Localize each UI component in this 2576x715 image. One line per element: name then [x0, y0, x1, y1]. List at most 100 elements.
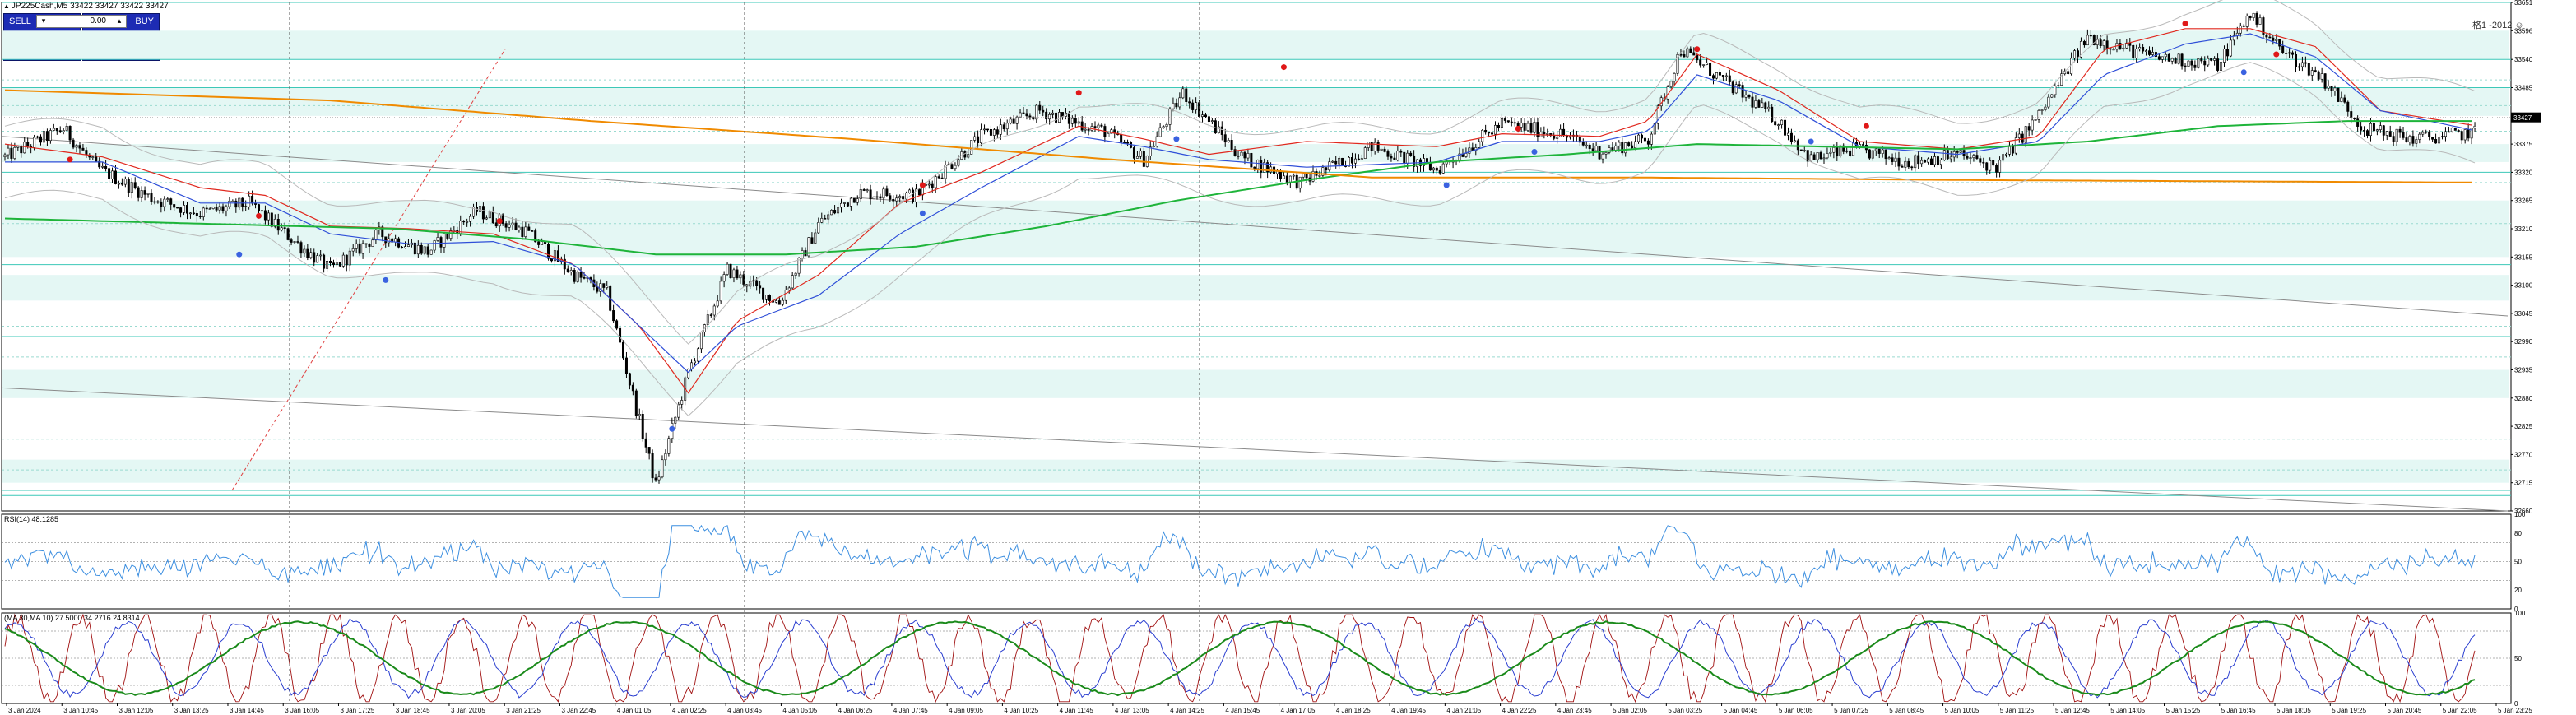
candle	[2082, 39, 2086, 48]
candle-body	[192, 212, 195, 215]
candle	[1348, 156, 1351, 167]
candle	[401, 245, 404, 249]
candle	[1246, 148, 1250, 162]
collapse-triangle-icon[interactable]: ▲	[3, 2, 10, 10]
candle	[1032, 116, 1035, 121]
candle-body	[1786, 132, 1789, 136]
zone-band	[2, 459, 2509, 483]
candle	[163, 196, 166, 212]
candle	[192, 207, 195, 216]
candle-body	[462, 221, 466, 223]
candle	[2262, 15, 2265, 39]
candle	[768, 294, 771, 306]
sell-signal-dot	[919, 182, 926, 188]
candle-body	[3, 154, 7, 158]
candle-body	[374, 230, 378, 241]
candle	[2457, 129, 2460, 133]
candle	[647, 447, 651, 460]
candle-body	[348, 250, 351, 266]
candle-body	[2148, 50, 2151, 55]
candle-body	[1784, 119, 1787, 136]
candle-body	[1409, 152, 1413, 156]
candle-body	[160, 201, 163, 207]
candle-body	[1861, 144, 1864, 146]
candle	[1897, 151, 1901, 171]
candle-body	[1998, 160, 2002, 173]
candle-body	[1836, 147, 1839, 157]
candle-body	[208, 208, 211, 210]
candle	[1757, 98, 1761, 108]
candle	[130, 177, 133, 199]
candle-body	[81, 147, 85, 151]
lot-down-icon[interactable]: ▾	[41, 16, 46, 25]
time-tick-label: 4 Jan 17:05	[1281, 707, 1316, 714]
candle	[65, 123, 68, 131]
candle	[1373, 138, 1376, 155]
candle	[2135, 44, 2138, 63]
price-tick-label: 32825	[2514, 423, 2533, 430]
candle-body	[111, 170, 114, 179]
stoch-tick-label: 50	[2514, 655, 2522, 662]
candle-body	[1718, 72, 1721, 76]
candle-body	[326, 260, 329, 269]
candle-body	[205, 207, 208, 210]
candle-body	[1614, 145, 1618, 151]
candle-body	[1305, 174, 1308, 179]
candle-body	[2151, 52, 2154, 55]
candle-body	[615, 320, 619, 329]
candle-body	[1015, 116, 1019, 124]
candle-body	[1158, 127, 1162, 137]
candle	[1985, 161, 1989, 175]
candle	[684, 376, 687, 406]
candle	[1126, 139, 1130, 147]
candle	[957, 155, 960, 168]
time-tick-label: 5 Jan 10:05	[1945, 707, 1980, 714]
candle-body	[1494, 124, 1497, 135]
candle	[1786, 127, 1789, 141]
candle	[169, 197, 173, 211]
candle	[1227, 137, 1230, 143]
candle	[462, 220, 466, 225]
candle	[1930, 156, 1933, 165]
candle-body	[2408, 136, 2411, 142]
rsi-tick-label: 50	[2514, 559, 2522, 566]
candle	[699, 332, 703, 353]
lot-size-field[interactable]: ▾ 0.00 ▴	[36, 15, 127, 28]
candle-body	[299, 242, 303, 254]
candle	[521, 221, 524, 240]
time-tick-label: 5 Jan 18:05	[2277, 707, 2311, 714]
lot-up-icon[interactable]: ▴	[117, 16, 122, 25]
candle-body	[2073, 50, 2077, 59]
candle	[1982, 157, 1985, 169]
candle-body	[2213, 58, 2216, 61]
candle-body	[1799, 149, 1803, 151]
candle-body	[999, 124, 1002, 135]
candle	[303, 245, 306, 258]
candle-body	[2102, 40, 2105, 46]
candle	[1884, 149, 1887, 165]
candle	[1784, 114, 1787, 138]
candle	[1188, 97, 1191, 109]
zone-band	[2, 200, 2509, 258]
candle-body	[1253, 166, 1256, 169]
candle	[1829, 147, 1832, 157]
candle	[504, 221, 508, 232]
candle-body	[794, 272, 797, 276]
candle-body	[234, 200, 238, 208]
candle-body	[810, 237, 814, 244]
candle-body	[1796, 140, 1799, 151]
time-tick-label: 5 Jan 20:45	[2388, 707, 2422, 714]
candle	[2421, 130, 2425, 137]
candle-body	[2135, 48, 2138, 58]
candle-body	[2119, 43, 2122, 49]
candle-body	[1989, 160, 1992, 171]
candle-body	[661, 459, 664, 478]
candle	[290, 237, 293, 246]
candle-body	[1819, 152, 1822, 160]
candle	[2363, 126, 2366, 137]
candle	[2102, 39, 2105, 52]
candle	[2434, 133, 2438, 144]
candle	[2425, 129, 2428, 134]
candle	[2086, 29, 2089, 46]
